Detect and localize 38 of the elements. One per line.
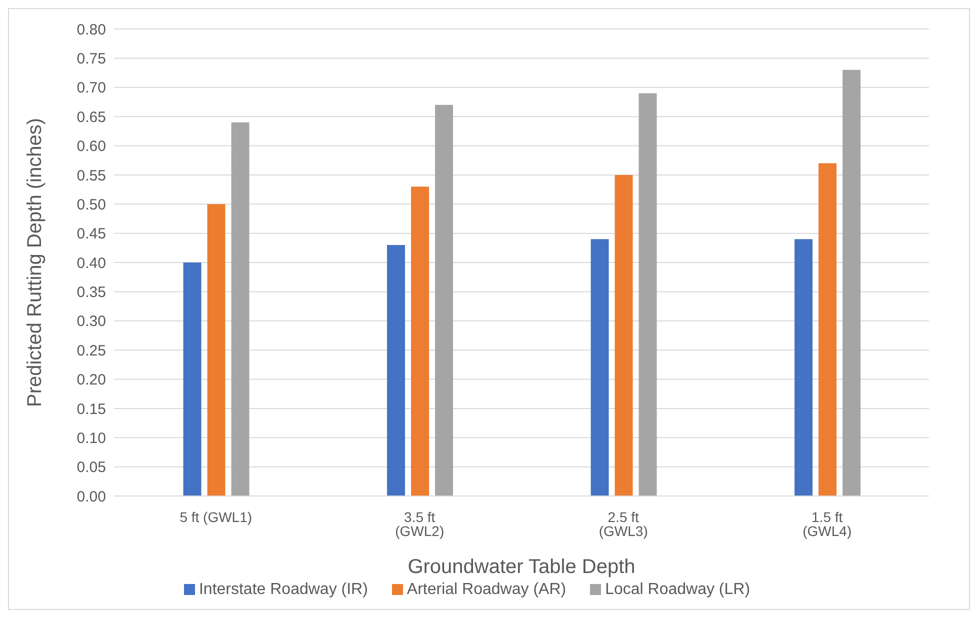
y-tick-label: 0.35	[76, 284, 106, 302]
x-axis-title: Groundwater Table Depth	[408, 556, 636, 578]
legend-label: Arterial Roadway (AR)	[406, 581, 566, 598]
bar	[638, 93, 657, 496]
bar	[614, 174, 633, 496]
y-tick-label: 0.20	[76, 372, 106, 389]
legend-label: Local Roadway (LR)	[605, 581, 750, 598]
bar	[842, 70, 861, 496]
y-tick-label: 0.80	[76, 21, 106, 38]
y-tick-label: 0.50	[76, 196, 106, 214]
bar	[231, 122, 250, 496]
bar	[411, 186, 430, 496]
bar	[818, 163, 837, 496]
y-tick-label: 0.70	[76, 80, 106, 97]
y-tick-label: 0.55	[76, 167, 106, 184]
x-tick-label: 2.5 ft (GWL3)	[598, 508, 648, 539]
y-tick-label: 0.25	[76, 342, 106, 360]
bar	[435, 104, 454, 496]
x-tick-label: 5 ft (GWL1)	[180, 508, 252, 525]
y-tick-label: 0.10	[76, 430, 106, 447]
bar	[590, 239, 609, 496]
bar	[387, 244, 406, 496]
bar	[207, 204, 226, 496]
y-tick-label: 0.65	[76, 108, 106, 126]
y-tick-label: 0.60	[76, 138, 106, 156]
y-tick-label: 0.00	[76, 488, 106, 506]
x-tick-label: 3.5 ft (GWL2)	[395, 508, 444, 539]
y-tick-label: 0.40	[76, 254, 106, 272]
bar	[183, 262, 202, 496]
y-tick-label: 0.05	[76, 459, 106, 476]
y-axis-title: Predicted Rutting Depth (inches)	[24, 118, 46, 408]
y-tick-label: 0.45	[76, 226, 106, 243]
legend-label: Interstate Roadway (IR)	[198, 581, 368, 598]
bar	[794, 239, 813, 496]
y-tick-label: 0.75	[76, 50, 106, 68]
y-tick-label: 0.30	[76, 313, 106, 330]
x-tick-label: 1.5 ft (GWL4)	[802, 508, 852, 539]
y-tick-label: 0.15	[76, 400, 106, 418]
